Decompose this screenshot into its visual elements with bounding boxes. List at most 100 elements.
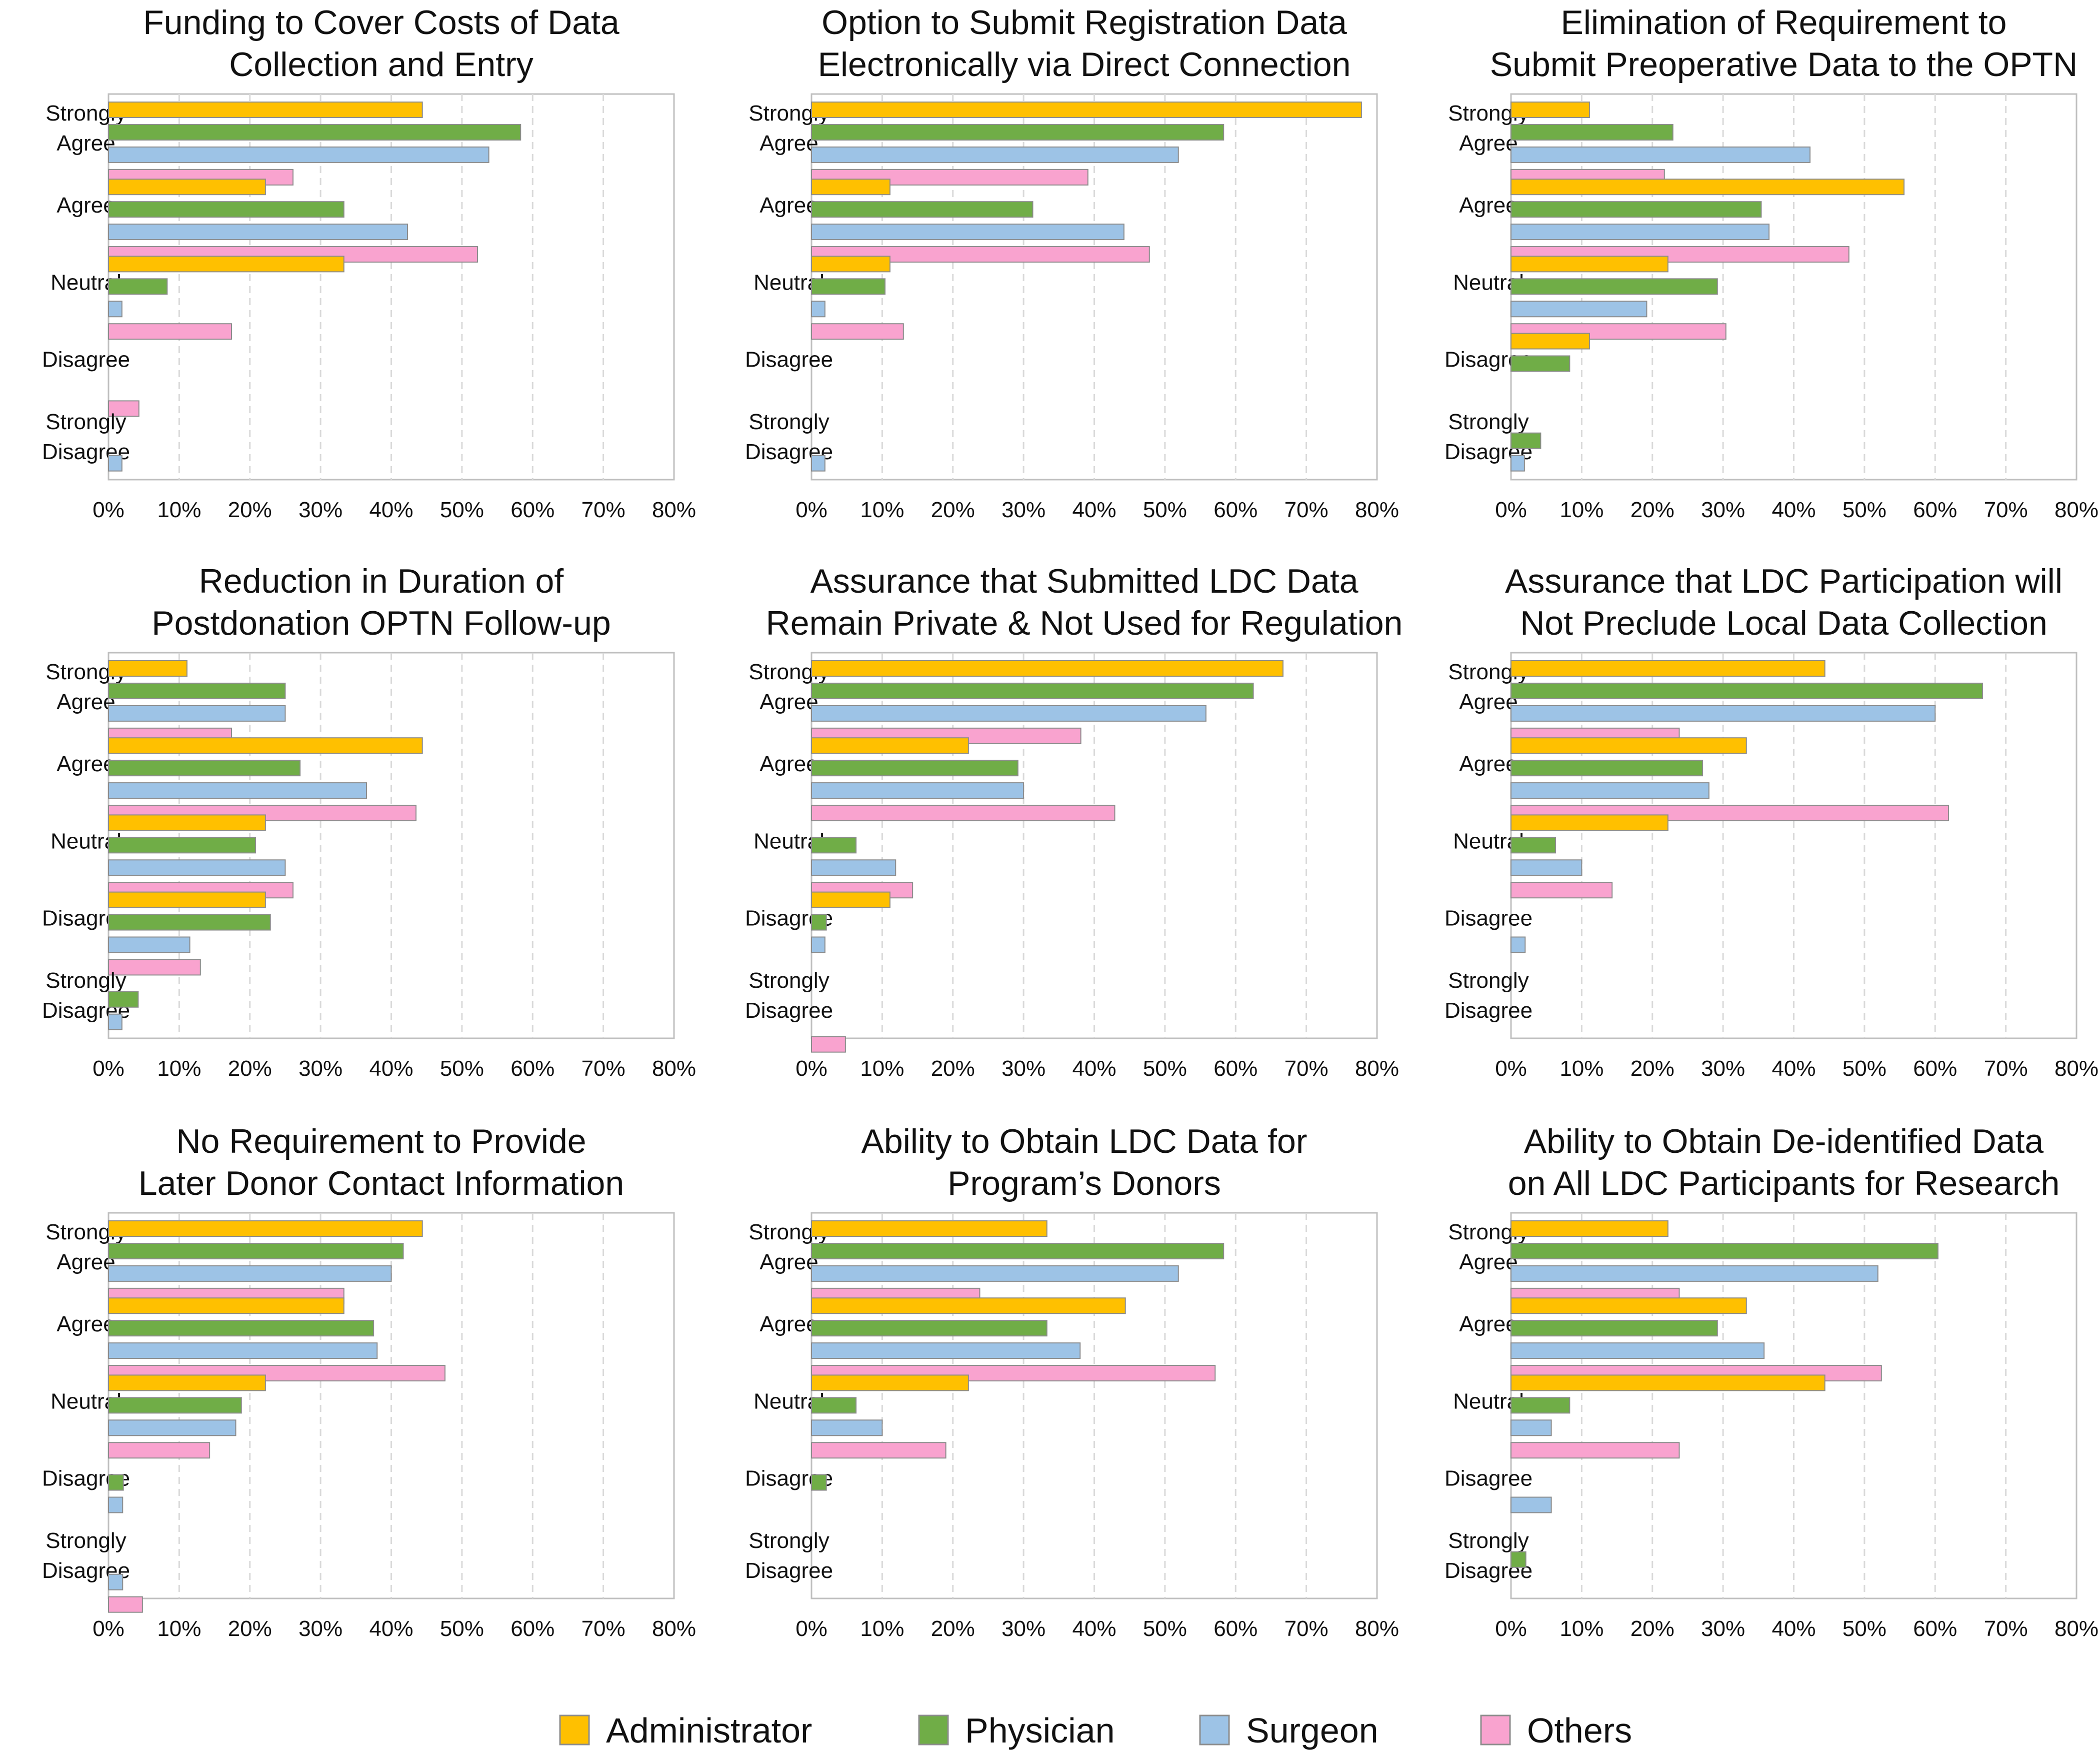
bar-surgeon bbox=[1510, 936, 1526, 953]
chart-panel-3: Elimination of Requirement to Submit Preo… bbox=[1444, 4, 2098, 522]
x-tick-label: 40% bbox=[369, 1616, 413, 1641]
bar-surgeon bbox=[1510, 301, 1648, 318]
bar-physician bbox=[108, 837, 256, 854]
chart-title-line: Assurance that LDC Participation will bbox=[1505, 562, 2062, 600]
bar-physician bbox=[811, 760, 1018, 777]
bar-surgeon bbox=[811, 1342, 1081, 1359]
bar-administrator bbox=[1510, 1374, 1826, 1391]
bar-administrator bbox=[811, 179, 890, 196]
bar-administrator bbox=[811, 1374, 969, 1391]
legend-label: Administrator bbox=[606, 1711, 812, 1750]
bar-surgeon bbox=[811, 146, 1179, 163]
x-tick-label: 20% bbox=[1630, 1616, 1674, 1641]
x-tick-label: 70% bbox=[582, 498, 626, 522]
bar-physician bbox=[811, 278, 886, 295]
category-label: Disagree bbox=[1444, 998, 1532, 1023]
bar-physician bbox=[811, 1320, 1048, 1337]
bar-administrator bbox=[1510, 737, 1747, 754]
x-tick-label: 80% bbox=[2054, 498, 2098, 522]
chart-panel-2: Option to Submit Registration Data Electr… bbox=[745, 4, 1399, 522]
chart-title-line: Program’s Donors bbox=[948, 1164, 1221, 1202]
bar-others bbox=[108, 400, 140, 417]
bar-others bbox=[811, 323, 904, 340]
category-label: Agree bbox=[760, 690, 818, 714]
bar-surgeon bbox=[108, 1496, 124, 1513]
x-tick-label: 60% bbox=[1913, 498, 1957, 522]
chart-panel-8: Ability to Obtain LDC Data for Program’s … bbox=[745, 1122, 1399, 1641]
bar-surgeon bbox=[1510, 1496, 1552, 1513]
bar-physician bbox=[811, 837, 857, 854]
x-tick-label: 70% bbox=[1284, 498, 1328, 522]
x-tick-label: 70% bbox=[1284, 1056, 1328, 1081]
bar-surgeon bbox=[108, 455, 122, 472]
legend-swatch bbox=[559, 1714, 590, 1745]
category-label: Agree bbox=[760, 1312, 818, 1336]
x-tick-label: 10% bbox=[1560, 1616, 1604, 1641]
bar-administrator bbox=[1510, 660, 1826, 677]
x-tick-label: 0% bbox=[796, 1616, 828, 1641]
x-tick-label: 70% bbox=[1284, 1616, 1328, 1641]
x-tick-label: 30% bbox=[298, 1056, 342, 1081]
bar-administrator bbox=[108, 256, 344, 273]
bar-physician bbox=[1510, 1320, 1718, 1337]
x-tick-label: 40% bbox=[1772, 1056, 1816, 1081]
bar-surgeon bbox=[1510, 1265, 1878, 1282]
bar-surgeon bbox=[811, 782, 1024, 799]
x-tick-label: 60% bbox=[1214, 1056, 1258, 1081]
category-label: Agree bbox=[56, 193, 115, 218]
bar-administrator bbox=[1510, 333, 1590, 350]
x-tick-label: 20% bbox=[931, 1056, 975, 1081]
x-tick-label: 70% bbox=[582, 1056, 626, 1081]
x-tick-label: 10% bbox=[860, 498, 904, 522]
category-label: Strongly bbox=[46, 1528, 126, 1553]
category-label: Agree bbox=[56, 1250, 115, 1274]
bar-surgeon bbox=[108, 1342, 378, 1359]
bar-physician bbox=[108, 1474, 124, 1491]
x-tick-label: 50% bbox=[1842, 498, 1886, 522]
x-tick-label: 20% bbox=[228, 1056, 272, 1081]
bar-surgeon bbox=[811, 859, 896, 876]
bar-physician bbox=[1510, 837, 1556, 854]
category-label: Disagree bbox=[745, 1558, 833, 1583]
x-tick-label: 0% bbox=[1495, 498, 1527, 522]
bar-physician bbox=[1510, 1242, 1938, 1259]
x-tick-label: 10% bbox=[157, 498, 201, 522]
bar-others bbox=[811, 1442, 946, 1459]
category-label: Disagree bbox=[745, 348, 833, 372]
x-tick-label: 20% bbox=[228, 498, 272, 522]
x-tick-label: 50% bbox=[1143, 1056, 1187, 1081]
bar-administrator bbox=[108, 1297, 344, 1314]
bar-physician bbox=[108, 1397, 242, 1414]
x-tick-label: 50% bbox=[1842, 1616, 1886, 1641]
bar-surgeon bbox=[811, 301, 826, 318]
bar-surgeon bbox=[1510, 782, 1710, 799]
bar-physician bbox=[811, 1242, 1224, 1259]
x-tick-label: 30% bbox=[1002, 498, 1046, 522]
bar-surgeon bbox=[108, 705, 286, 722]
x-tick-label: 80% bbox=[1355, 1056, 1399, 1081]
legend-label: Others bbox=[1527, 1711, 1632, 1750]
x-tick-label: 70% bbox=[582, 1616, 626, 1641]
bar-surgeon bbox=[108, 1265, 392, 1282]
chart-title-line: Postdonation OPTN Follow-up bbox=[152, 604, 610, 642]
bar-others bbox=[1510, 882, 1613, 899]
x-tick-label: 10% bbox=[860, 1616, 904, 1641]
x-tick-label: 30% bbox=[298, 498, 342, 522]
legend: Administrator Physician Surgeon Others bbox=[559, 1711, 1632, 1750]
x-tick-label: 50% bbox=[440, 1056, 484, 1081]
bar-physician bbox=[1510, 355, 1570, 372]
bar-administrator bbox=[1510, 179, 1905, 196]
x-tick-label: 30% bbox=[1701, 1616, 1745, 1641]
x-tick-label: 30% bbox=[1002, 1616, 1046, 1641]
bar-surgeon bbox=[1510, 146, 1811, 163]
x-tick-label: 50% bbox=[1842, 1056, 1886, 1081]
category-label: Strongly bbox=[1448, 1528, 1528, 1553]
chart-panel-6: Assurance that LDC Participation will Not… bbox=[1444, 562, 2098, 1081]
bar-others bbox=[1510, 1442, 1680, 1459]
bar-physician bbox=[1510, 201, 1762, 218]
bar-surgeon bbox=[108, 146, 490, 163]
category-label: Agree bbox=[1459, 1312, 1518, 1336]
x-tick-label: 20% bbox=[1630, 1056, 1674, 1081]
chart-title-line: Electronically via Direct Connection bbox=[818, 46, 1351, 84]
bar-administrator bbox=[108, 660, 188, 677]
